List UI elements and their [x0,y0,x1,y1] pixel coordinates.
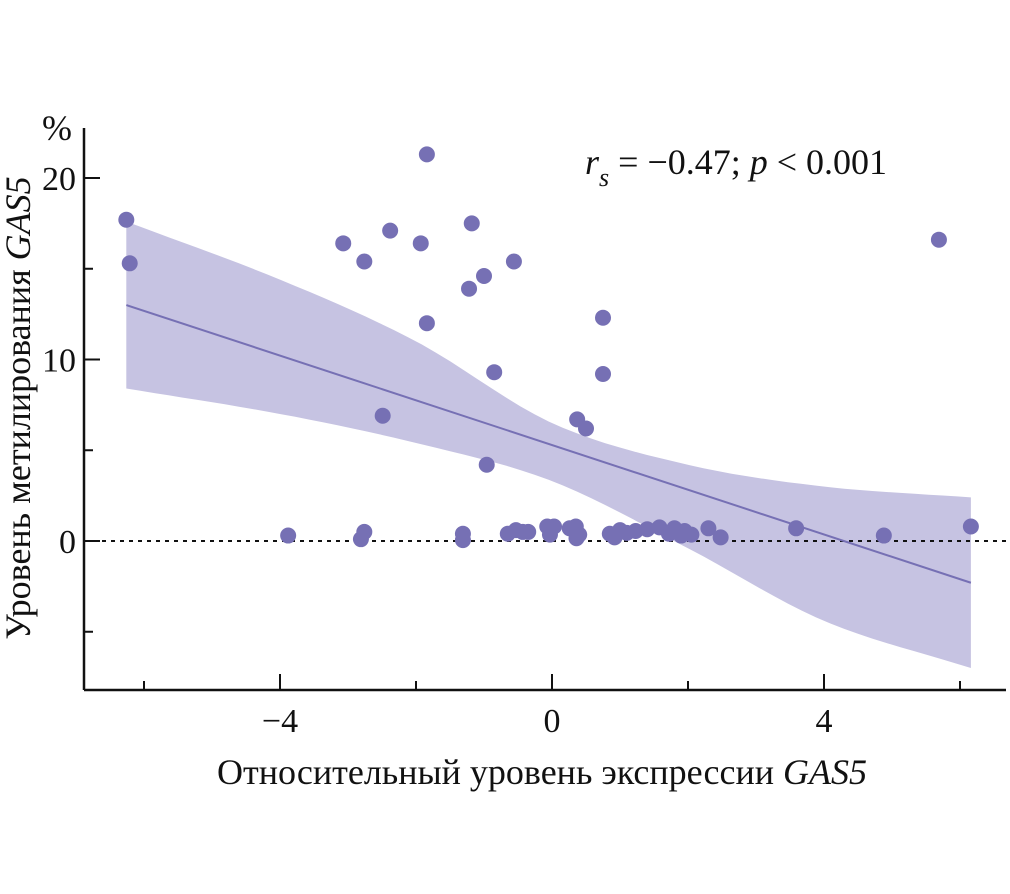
data-point [520,523,537,540]
data-point [418,146,435,163]
x-axis-title-gene: GAS5 [783,752,867,792]
data-point [505,253,522,270]
data-point [418,315,435,332]
data-point [578,420,594,437]
data-point [712,529,729,546]
y-tick-label: 0 [59,524,76,561]
x-axis-title: Относительный уровень экспрессии GAS5 [217,752,867,792]
data-point [478,456,495,473]
data-point [382,222,399,239]
data-point [930,231,947,248]
data-point [461,280,478,297]
correlation-annotation: rs = −0.47; p < 0.001 [585,142,887,192]
y-tick-label: 10 [42,343,76,380]
data-point [875,527,892,544]
data-point [568,530,585,547]
p-symbol: p [747,142,768,182]
data-point [673,527,690,544]
y-axis-title-gene: GAS5 [0,176,38,260]
stat-value: = −0.47; [609,142,750,182]
data-point [280,527,297,544]
data-point [356,253,373,270]
data-point [595,309,611,326]
data-point [118,211,135,228]
x-tick-label: −4 [262,703,298,740]
x-axis-title-text: Относительный уровень экспрессии [217,752,774,792]
y-tick-label: 20 [42,161,76,198]
data-point [788,520,805,537]
regression-line-layer [126,304,972,584]
regression-line [126,304,972,584]
axes-layer: −4 0 4 0 10 20 [42,128,1006,740]
data-point [412,235,429,252]
data-point [335,235,352,252]
data-point [374,407,391,424]
data-point [454,532,471,549]
y-axis-title: Уровень метилирования GAS5 [0,176,38,639]
stat-subscript: s [599,163,609,192]
data-point [463,215,480,232]
data-point [476,268,492,285]
data-point [639,521,656,538]
p-value: < 0.001 [768,142,887,182]
stat-symbol: r [585,142,600,182]
data-point [595,366,611,383]
y-axis-title-text: Уровень метилирования [0,269,38,639]
x-tick-label: 0 [544,703,561,740]
data-point [121,255,138,272]
y-unit-label: % [42,108,72,148]
data-point [541,526,558,543]
data-point [486,364,503,381]
data-point [352,531,369,548]
data-points-layer [118,146,979,549]
data-point [700,520,717,537]
data-point [962,518,979,535]
x-tick-label: 4 [816,703,833,740]
